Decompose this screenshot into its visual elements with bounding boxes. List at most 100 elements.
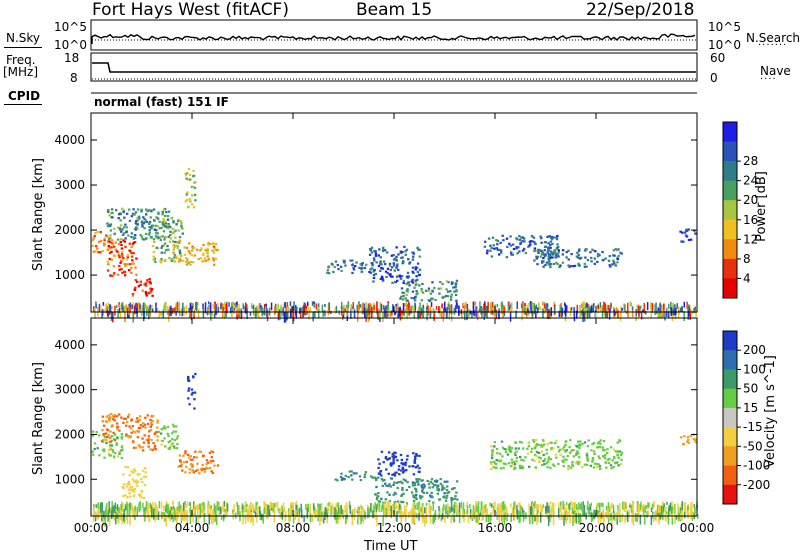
velocity-cell: [171, 442, 174, 445]
power-cell: [91, 239, 94, 242]
power-cell: [486, 308, 488, 319]
power-cell: [498, 310, 500, 320]
power-cell: [411, 290, 415, 293]
velocity-cell: [625, 504, 628, 510]
power-cell: [92, 237, 95, 240]
velocity-cell: [143, 434, 146, 437]
power-cell: [106, 225, 110, 228]
velocity-cell: [340, 505, 342, 514]
velocity-cell: [377, 495, 380, 498]
velocity-cell: [118, 452, 121, 455]
power-cell: [212, 251, 216, 254]
velocity-cell: [176, 506, 179, 511]
power-cell: [167, 235, 171, 238]
velocity-cell: [390, 505, 392, 511]
power-cell: [617, 254, 620, 257]
velocity-cell: [401, 482, 404, 485]
velocity-cell: [292, 513, 295, 524]
velocity-cell: [510, 447, 513, 450]
y-tick-label: 4000: [54, 133, 85, 147]
power-cell: [624, 304, 626, 312]
velocity-cell: [578, 456, 581, 459]
power-cell: [193, 186, 197, 189]
power-cell: [204, 248, 207, 252]
velocity-cell: [529, 515, 531, 525]
velocity-cell: [586, 445, 590, 448]
velocity-cell: [224, 509, 226, 513]
power-cell: [418, 248, 421, 251]
velocity-cell: [218, 506, 221, 517]
power-cell: [118, 256, 121, 259]
power-cell: [144, 237, 147, 241]
velocity-cell: [472, 505, 475, 513]
velocity-cell: [399, 512, 401, 519]
power-cell: [496, 243, 499, 246]
power-cell: [691, 310, 693, 315]
power-cell: [596, 252, 600, 256]
velocity-cell: [199, 510, 201, 518]
velocity-cell: [223, 507, 225, 513]
power-colorbar-swatch: [723, 219, 737, 240]
power-cell: [500, 251, 503, 254]
power-cell: [327, 265, 331, 268]
power-cell: [385, 305, 388, 311]
velocity-cell: [142, 441, 146, 444]
velocity-cell: [620, 458, 623, 461]
power-cell: [119, 261, 122, 264]
velocity-cell: [188, 403, 191, 406]
power-cell: [130, 236, 133, 239]
velocity-cell: [415, 493, 418, 497]
velocity-cell: [506, 512, 509, 516]
power-cell: [537, 307, 539, 314]
velocity-cell: [490, 453, 494, 456]
power-cell: [553, 250, 557, 253]
velocity-cell: [446, 503, 449, 513]
power-cell: [591, 248, 594, 251]
power-cell: [552, 252, 555, 255]
velocity-cell: [377, 506, 380, 512]
power-cell: [129, 249, 132, 252]
x-tick-label: 00:00: [680, 521, 715, 535]
velocity-cell: [645, 505, 648, 509]
power-cell: [109, 229, 113, 232]
velocity-cell: [423, 484, 427, 487]
velocity-cell: [506, 453, 510, 456]
velocity-cell: [535, 504, 537, 509]
power-cell: [659, 311, 661, 318]
velocity-cell: [112, 515, 115, 520]
velocity-cell: [339, 509, 342, 519]
power-cell: [413, 306, 415, 316]
power-cell: [377, 254, 380, 257]
velocity-cell: [518, 467, 522, 470]
power-cell: [103, 237, 106, 240]
power-cell: [187, 167, 191, 171]
power-cell: [646, 302, 649, 311]
power-cell: [540, 253, 544, 256]
power-cell: [155, 307, 157, 313]
power-cell: [471, 310, 473, 319]
velocity-cell: [492, 460, 496, 463]
power-cell: [141, 289, 144, 292]
velocity-cell: [540, 443, 543, 446]
velocity-cell: [428, 486, 431, 489]
velocity-cell: [154, 515, 156, 523]
power-cell: [530, 307, 533, 314]
velocity-cell: [357, 508, 359, 519]
velocity-cell: [143, 423, 146, 426]
velocity-cell: [598, 502, 600, 507]
power-cell: [516, 301, 518, 310]
velocity-cell: [208, 451, 212, 455]
velocity-cell: [408, 485, 411, 488]
power-cell: [422, 304, 424, 308]
power-cell: [421, 282, 424, 286]
power-cell: [557, 255, 560, 258]
power-cell: [629, 301, 632, 306]
velocity-cell: [183, 461, 186, 464]
power-cell: [544, 303, 547, 312]
power-cell: [105, 303, 107, 311]
velocity-cell: [392, 455, 395, 458]
velocity-cell: [331, 502, 334, 510]
power-cell: [678, 306, 680, 313]
velocity-cell: [134, 515, 136, 521]
velocity-cell: [210, 456, 213, 459]
